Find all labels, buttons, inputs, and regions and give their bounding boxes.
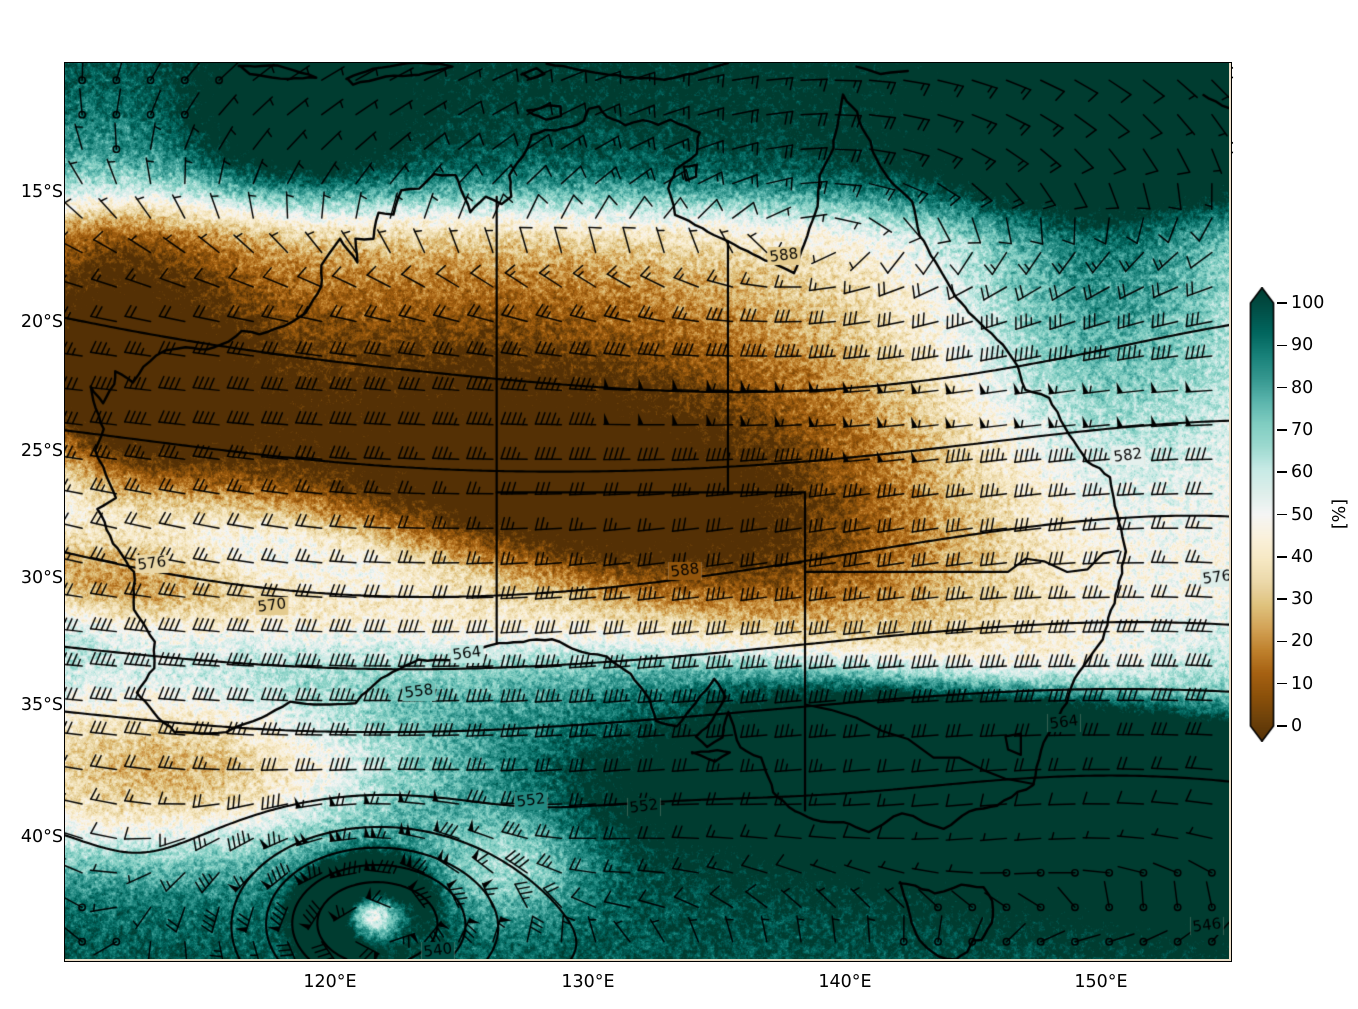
map-canvas [65, 63, 1229, 959]
colorbar-tick-label-70: 70 [1291, 419, 1314, 440]
colorbar-tick-label-90: 90 [1291, 335, 1314, 356]
latitude-label-5: 40°S [20, 827, 63, 847]
colorbar-tick-label-30: 30 [1291, 589, 1314, 610]
colorbar-gradient [1249, 287, 1275, 742]
map-panel [64, 62, 1232, 962]
colorbar-tick-80 [1277, 386, 1287, 389]
longitude-label-3: 150°E [1074, 972, 1128, 992]
colorbar-tick-10 [1277, 682, 1287, 685]
colorbar-tick-label-50: 50 [1291, 504, 1314, 525]
colorbar-axis-label: [%] [1330, 498, 1350, 530]
longitude-label-2: 140°E [818, 972, 872, 992]
latitude-label-1: 20°S [20, 312, 63, 332]
longitude-label-1: 130°E [561, 972, 615, 992]
colorbar-tick-label-60: 60 [1291, 462, 1314, 483]
colorbar-tick-20 [1277, 640, 1287, 643]
colorbar-tick-50 [1277, 513, 1287, 516]
latitude-label-2: 25°S [20, 441, 63, 461]
colorbar-tick-90 [1277, 344, 1287, 347]
colorbar-tick-40 [1277, 556, 1287, 558]
latitude-label-0: 15°S [20, 182, 63, 202]
colorbar-tick-60 [1277, 471, 1287, 473]
colorbar-tick-label-20: 20 [1291, 631, 1314, 652]
colorbar-tick-label-80: 80 [1291, 377, 1314, 398]
colorbar-tick-label-10: 10 [1291, 673, 1314, 694]
colorbar-tick-label-40: 40 [1291, 546, 1314, 567]
colorbar-tick-70 [1277, 429, 1287, 431]
colorbar-tick-label-0: 0 [1291, 716, 1303, 736]
longitude-label-0: 120°E [303, 972, 357, 992]
colorbar-tick-100 [1277, 302, 1287, 304]
colorbar-tick-0 [1277, 725, 1287, 727]
colorbar-tick-label-100: 100 [1291, 293, 1325, 313]
colorbar [1249, 287, 1275, 742]
colorbar-tick-30 [1277, 598, 1287, 600]
latitude-label-4: 35°S [20, 695, 63, 715]
latitude-label-3: 30°S [20, 568, 63, 588]
